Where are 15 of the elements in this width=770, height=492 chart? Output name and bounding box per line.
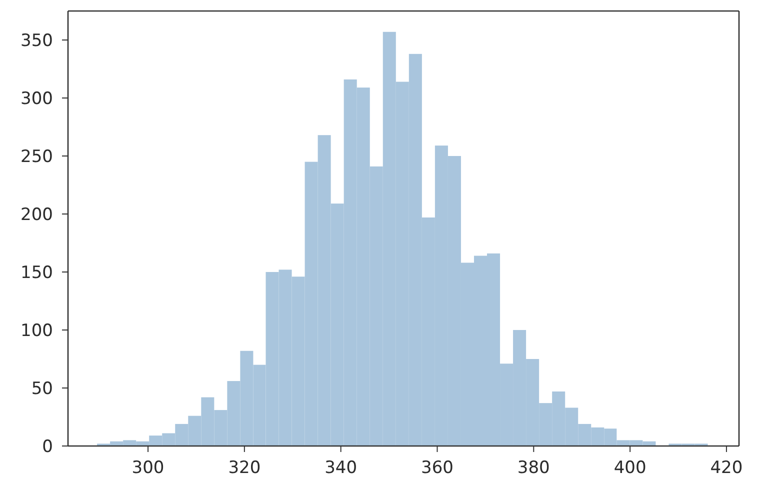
y-tick-label: 100 [20, 321, 53, 342]
x-tick-label: 420 [710, 458, 743, 478]
y-tick-label: 250 [20, 147, 53, 168]
x-tick-label: 340 [324, 458, 358, 478]
y-tick-label: 150 [20, 263, 53, 284]
y-tick-label: 350 [20, 31, 53, 52]
y-tick-label: 200 [20, 205, 53, 226]
x-tick-label: 300 [132, 458, 164, 478]
y-tick-label: 0 [42, 437, 53, 458]
x-tick-label: 380 [517, 458, 550, 478]
x-tick-label: 360 [421, 458, 454, 478]
y-tick-label: 50 [31, 379, 53, 400]
x-tick-label: 400 [614, 458, 646, 478]
x-tick-label: 320 [228, 458, 261, 478]
y-tick-label: 300 [20, 89, 53, 110]
